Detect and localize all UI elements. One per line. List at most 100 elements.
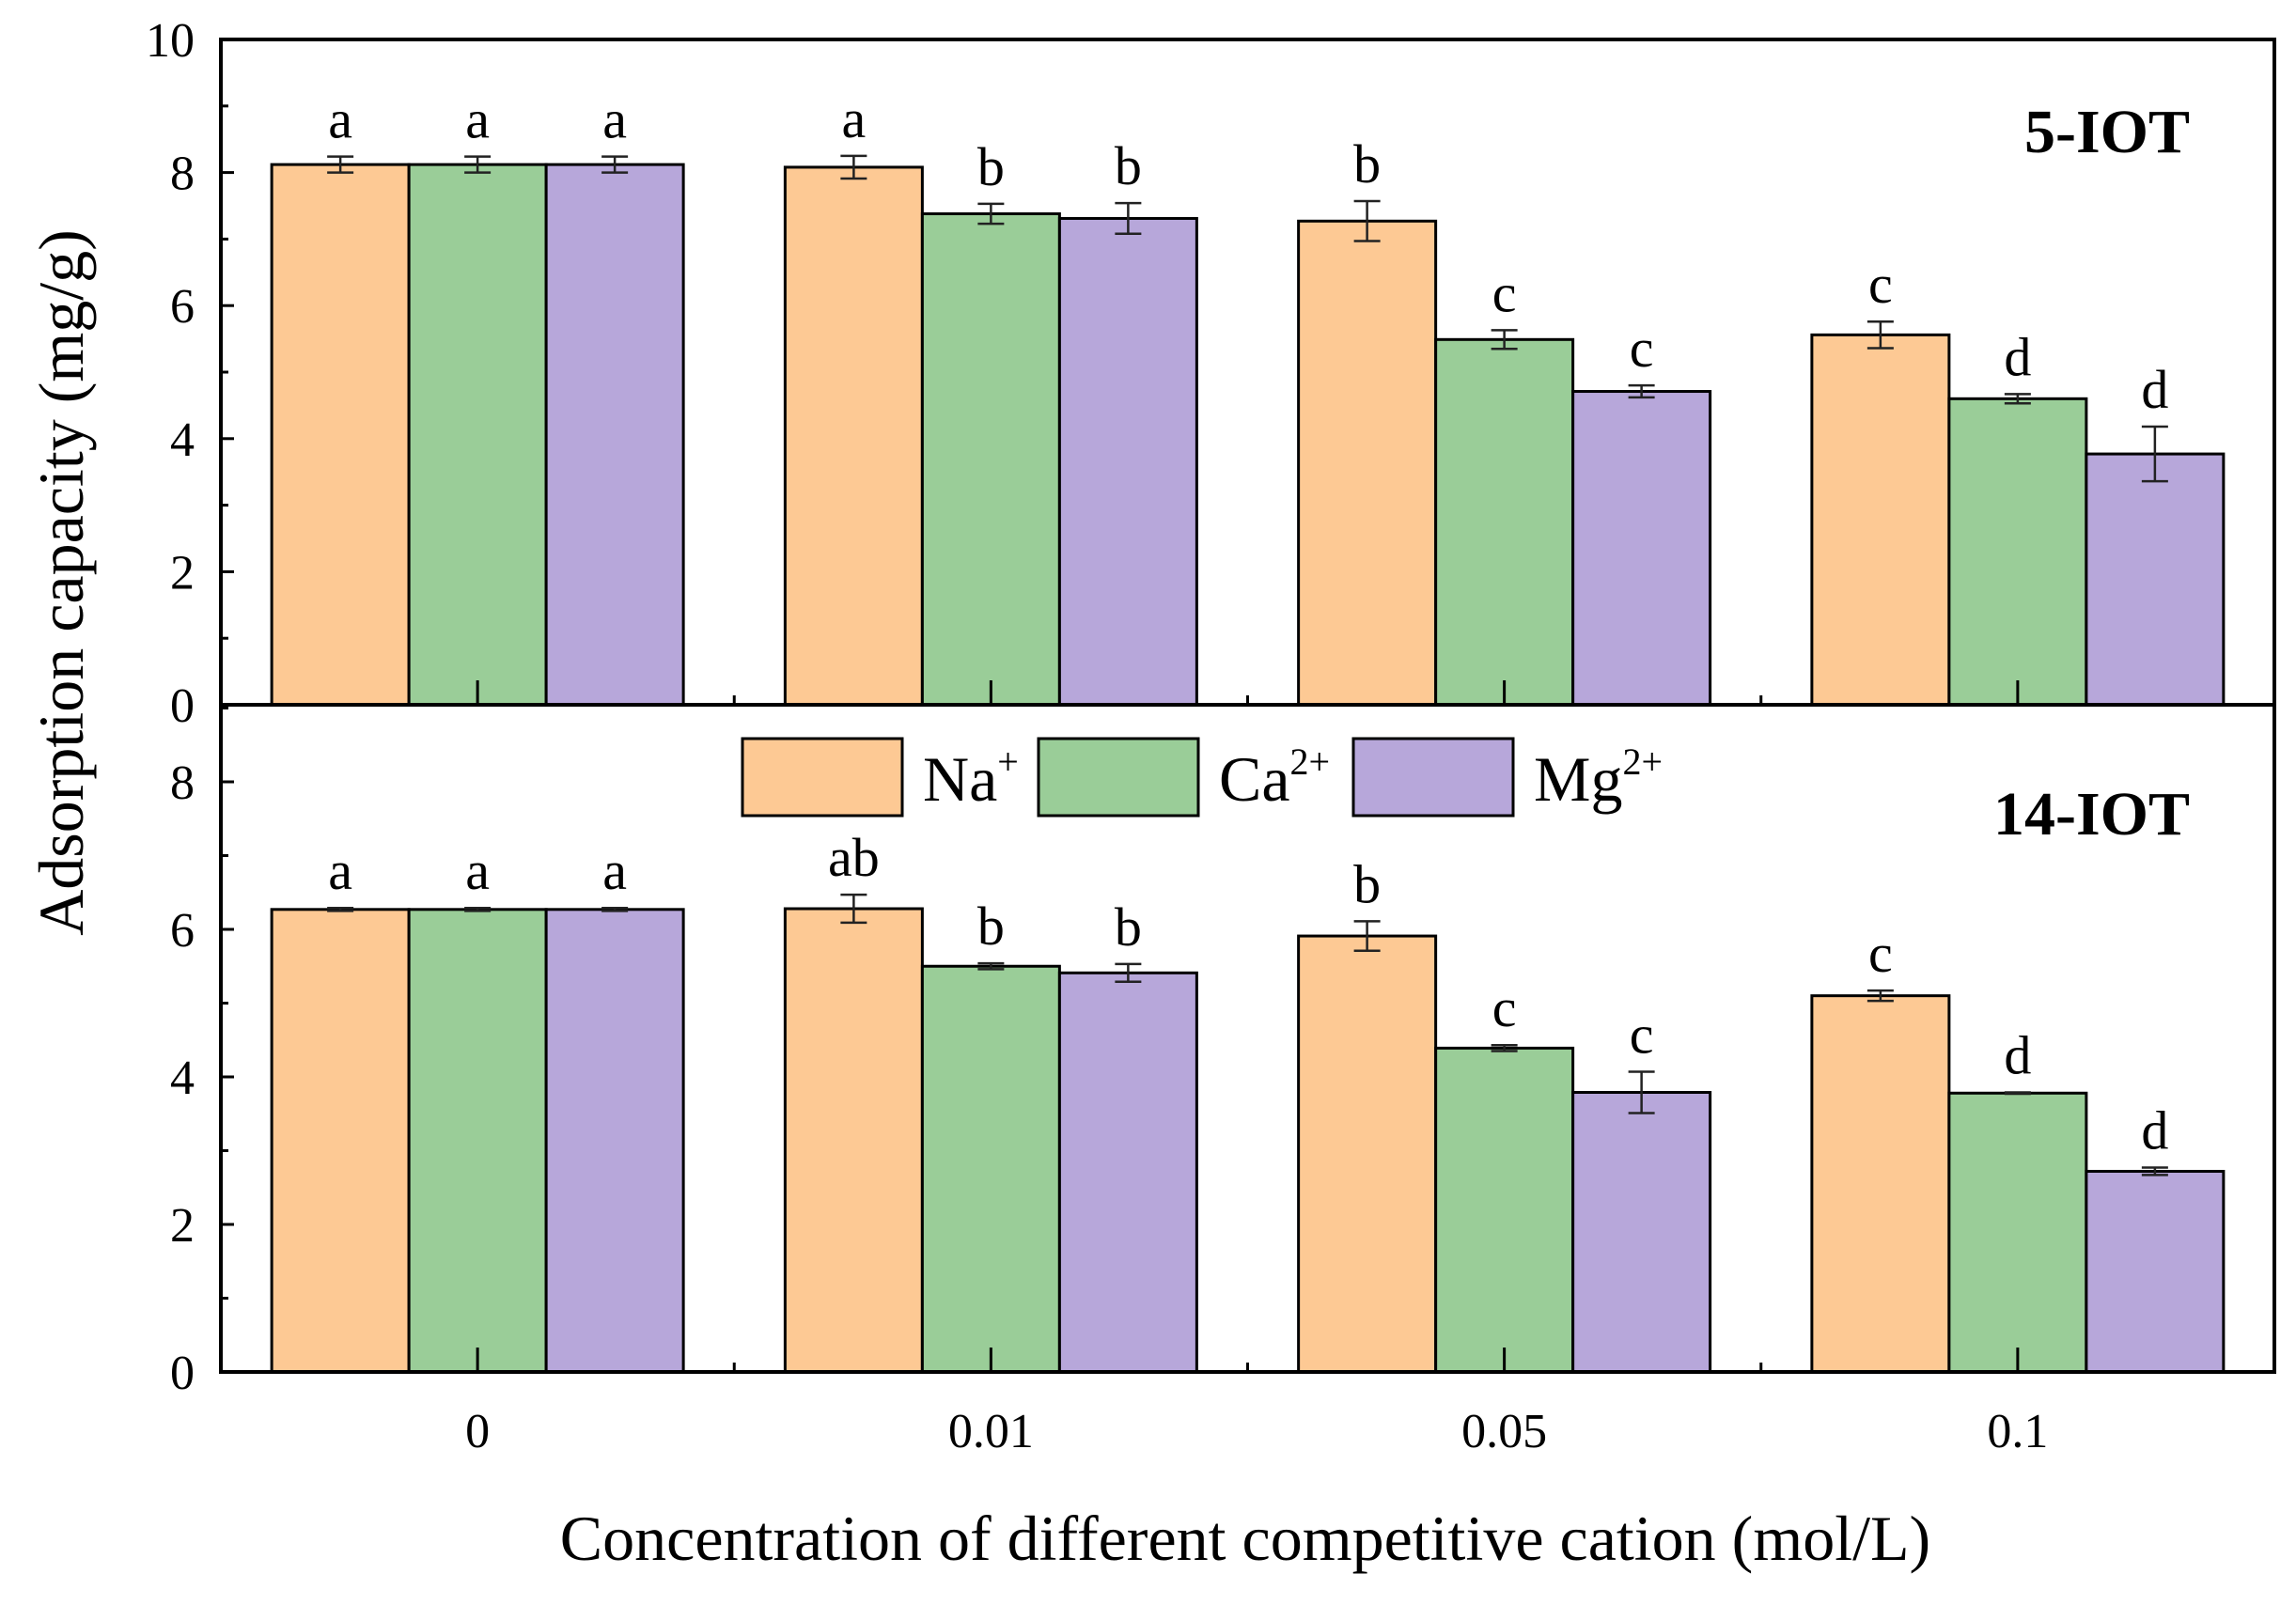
significance-letter-top-na-0: a <box>328 89 352 150</box>
significance-letter-bottom-mg-1: b <box>1115 896 1142 958</box>
y-tick-label-top-6: 6 <box>170 280 195 334</box>
bar-bottom-mg-0 <box>544 908 685 1374</box>
error-bar-bottom-ca-2 <box>1491 1043 1518 1052</box>
y-tick-label-bottom-6: 6 <box>170 904 195 958</box>
x-tick-label-2: 0.05 <box>1461 1405 1547 1458</box>
legend-label-superscript: 2+ <box>1290 740 1331 783</box>
bar-bottom-mg-1 <box>1057 971 1198 1374</box>
y-tick-label-top-10: 10 <box>146 14 195 68</box>
bar-bottom-na-1 <box>783 907 924 1374</box>
significance-letter-top-mg-2: c <box>1630 318 1654 379</box>
error-bar-bottom-ca-0 <box>464 906 492 912</box>
legend-label-base: Na <box>923 743 997 815</box>
bar-bottom-mg-3 <box>2085 1169 2226 1374</box>
error-bar-top-mg-2 <box>1628 383 1655 399</box>
bar-top-na-2 <box>1297 219 1438 707</box>
significance-letter-bottom-mg-2: c <box>1630 1005 1654 1066</box>
error-bar-top-mg-1 <box>1115 201 1142 235</box>
significance-letter-top-mg-0: a <box>602 89 627 150</box>
bar-bottom-na-3 <box>1810 994 1951 1374</box>
bar-bottom-mg-2 <box>1571 1090 1712 1374</box>
y-tick-label-top-0: 0 <box>170 679 195 733</box>
error-bar-top-ca-0 <box>464 155 492 174</box>
legend-label-superscript: 2+ <box>1622 740 1663 783</box>
legend-swatch-na <box>741 737 904 818</box>
bar-top-na-1 <box>783 165 924 707</box>
legend-label-na: Na+ <box>923 740 1019 815</box>
error-bar-top-ca-1 <box>977 202 1005 226</box>
significance-letter-bottom-ca-3: d <box>2004 1024 2031 1085</box>
bar-bottom-na-2 <box>1297 934 1438 1374</box>
legend-label-base: Ca <box>1219 743 1290 815</box>
significance-letter-top-ca-1: b <box>977 136 1005 197</box>
error-bar-bottom-na-2 <box>1353 920 1381 953</box>
error-bar-top-na-2 <box>1353 199 1381 242</box>
legend-label-ca: Ca2+ <box>1219 740 1330 815</box>
legend-item-mg: Mg2+ <box>1351 737 1663 818</box>
legend-label-superscript: + <box>997 740 1019 783</box>
panel-label-bottom: 14-IOT <box>1993 780 2190 849</box>
legend-label-mg: Mg2+ <box>1534 740 1663 815</box>
significance-letter-bottom-mg-3: d <box>2141 1100 2168 1161</box>
y-tick-label-top-2: 2 <box>170 546 195 600</box>
error-bar-top-ca-2 <box>1491 329 1518 351</box>
significance-letter-top-na-1: a <box>842 88 867 149</box>
significance-letter-top-ca-3: d <box>2004 326 2031 387</box>
bar-top-mg-3 <box>2085 452 2226 707</box>
x-tick-label-0: 0 <box>465 1405 490 1458</box>
legend-layer: Na+ Ca2+ Mg2+ <box>741 737 1663 818</box>
bar-bottom-ca-1 <box>920 964 1061 1374</box>
significance-letter-top-na-2: b <box>1353 133 1381 195</box>
legend-swatch-mg <box>1351 737 1515 818</box>
significance-letter-bottom-ca-0: a <box>465 840 490 901</box>
error-bar-bottom-mg-3 <box>2141 1166 2168 1176</box>
bar-bottom-na-0 <box>270 908 411 1374</box>
legend-item-na: Na+ <box>741 737 1019 818</box>
bar-top-ca-2 <box>1434 337 1575 707</box>
error-bar-top-mg-3 <box>2141 425 2168 483</box>
significance-letter-bottom-na-3: c <box>1868 923 1893 984</box>
y-tick-label-bottom-0: 0 <box>170 1347 195 1400</box>
bar-top-mg-1 <box>1057 216 1198 707</box>
bar-top-na-0 <box>270 163 411 707</box>
error-bar-bottom-ca-3 <box>2004 1091 2031 1096</box>
x-tick-label-3: 0.1 <box>1987 1405 2048 1458</box>
bar-top-ca-3 <box>1947 397 2088 707</box>
y-tick-label-top-8: 8 <box>170 148 195 201</box>
significance-letter-top-ca-0: a <box>465 89 490 150</box>
error-bar-top-ca-3 <box>2004 393 2031 405</box>
significance-letter-bottom-mg-0: a <box>602 840 627 901</box>
legend-swatch-ca <box>1037 737 1200 818</box>
significance-letter-top-ca-2: c <box>1492 262 1517 323</box>
significance-letter-top-na-3: c <box>1868 254 1893 315</box>
bar-top-ca-0 <box>407 163 548 707</box>
y-tick-label-top-4: 4 <box>170 413 195 467</box>
bar-top-mg-2 <box>1571 390 1712 707</box>
bar-bottom-ca-2 <box>1434 1046 1575 1374</box>
error-bars-layer <box>327 154 2168 1176</box>
error-bar-bottom-na-0 <box>327 906 354 912</box>
significance-letter-top-mg-3: d <box>2141 359 2168 420</box>
error-bar-bottom-mg-2 <box>1628 1070 1655 1114</box>
x-tick-label-1: 0.01 <box>948 1405 1034 1458</box>
legend-item-ca: Ca2+ <box>1037 737 1330 818</box>
error-bar-top-na-1 <box>840 154 867 180</box>
bar-top-mg-0 <box>544 163 685 707</box>
bar-bottom-ca-3 <box>1947 1091 2088 1374</box>
error-bar-top-na-3 <box>1866 319 1894 350</box>
error-bar-top-na-0 <box>327 155 354 174</box>
bar-top-ca-1 <box>920 211 1061 707</box>
y-tick-label-bottom-8: 8 <box>170 756 195 810</box>
significance-letter-bottom-na-2: b <box>1353 853 1381 914</box>
y-axis-title: Adsorption capacity (mg/g) <box>25 229 97 936</box>
significance-letter-bottom-ca-2: c <box>1492 977 1517 1038</box>
significance-letter-bottom-na-1: ab <box>828 827 880 888</box>
bar-bottom-ca-0 <box>407 908 548 1374</box>
error-bar-bottom-mg-0 <box>601 906 629 912</box>
bar-top-na-3 <box>1810 333 1951 707</box>
error-bar-top-mg-0 <box>601 155 629 174</box>
y-tick-label-bottom-2: 2 <box>170 1199 195 1253</box>
